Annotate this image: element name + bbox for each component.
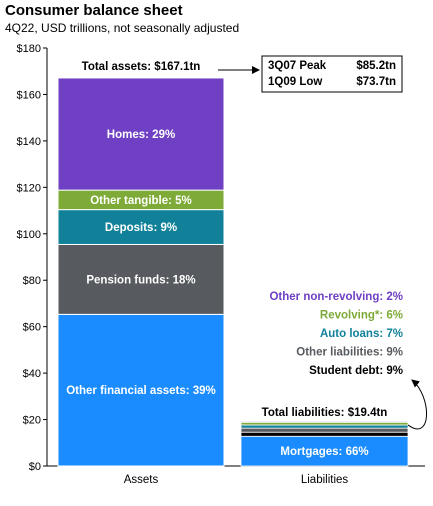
liability-legend-label: Other non-revolving: 2% <box>269 291 403 303</box>
liability-legend-label: Student debt: 9% <box>309 365 403 377</box>
liability-legend-label: Revolving*: 6% <box>320 310 403 322</box>
y-tick-label: $0 <box>29 461 41 473</box>
chart-subtitle: 4Q22, USD trillions, not seasonally adju… <box>5 21 240 35</box>
liabilities-segment <box>240 431 409 437</box>
liability-legend-label: Auto loans: 7% <box>320 328 403 340</box>
y-tick-label: $60 <box>23 322 41 334</box>
assets-segment-label: Pension funds: 18% <box>86 274 195 286</box>
x-category-label: Assets <box>124 474 159 486</box>
assets-segment <box>57 243 225 315</box>
liabilities-segment <box>240 435 409 467</box>
assets-segment <box>57 77 225 191</box>
peak-table-box <box>261 55 403 93</box>
liabilities-segment <box>240 421 409 426</box>
total-liabilities-label: Total liabilities: $19.4tn <box>262 407 388 419</box>
y-tick-label: $180 <box>17 43 41 55</box>
legend-bracket-arrow <box>407 379 427 430</box>
peak-table-value: $85.2tn <box>356 60 396 72</box>
assets-segment <box>57 209 225 245</box>
x-category-label: Liabilities <box>301 474 349 486</box>
peak-table-value: $73.7tn <box>356 76 396 88</box>
assets-segment-label: Homes: 29% <box>107 129 175 141</box>
chart-title: Consumer balance sheet <box>5 2 183 19</box>
y-tick-label: $160 <box>17 89 41 101</box>
y-tick-label: $40 <box>23 368 41 380</box>
y-tick-label: $20 <box>23 415 41 427</box>
y-tick-label: $120 <box>17 182 41 194</box>
y-tick-label: $80 <box>23 275 41 287</box>
mortgages-label: Mortgages: 66% <box>280 446 368 458</box>
assets-segment-label: Other financial assets: 39% <box>66 385 216 397</box>
liability-legend-label: Other liabilities: 9% <box>296 347 403 359</box>
y-tick-label: $140 <box>17 136 41 148</box>
assets-segment-label: Deposits: 9% <box>105 222 177 234</box>
liabilities-segment <box>240 427 409 433</box>
assets-segment <box>57 313 225 467</box>
assets-segment-label: Other tangible: 5% <box>90 195 192 207</box>
peak-table-period: 3Q07 Peak <box>268 60 327 72</box>
liabilities-segment <box>240 424 409 429</box>
peak-table-period: 1Q09 Low <box>268 76 322 88</box>
total-assets-label: Total assets: $167.1tn <box>82 61 201 73</box>
y-tick-label: $100 <box>17 229 41 241</box>
liabilities-segment <box>240 420 409 423</box>
